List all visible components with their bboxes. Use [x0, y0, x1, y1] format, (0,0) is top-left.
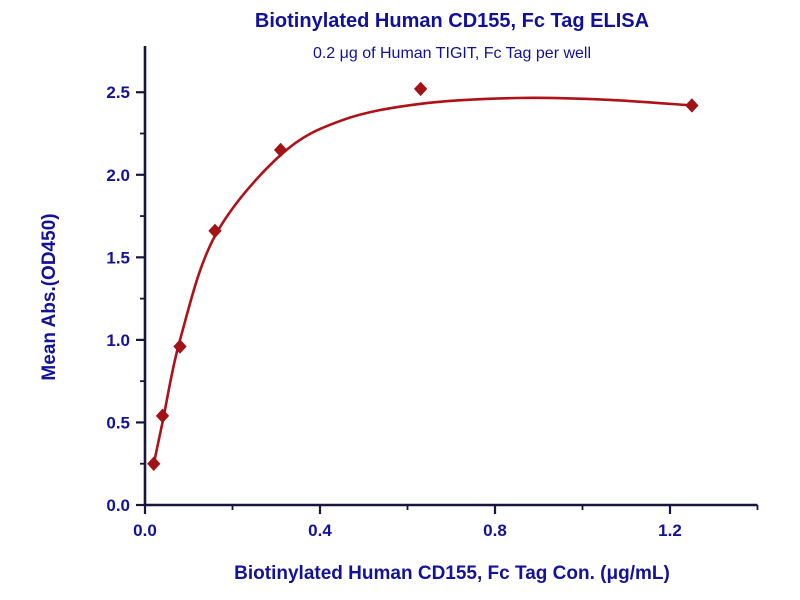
y-axis-label: Mean Abs.(OD450): [39, 213, 60, 380]
data-point-marker: [173, 339, 187, 354]
data-point-marker: [685, 98, 699, 113]
fit-curve: [152, 96, 694, 465]
tick-labels: 0.0 0.4 0.8 1.2 0.0 0.5 1.0 1.5 2.0 2.5: [106, 83, 681, 540]
y-tick-label: 0.0: [106, 496, 130, 515]
x-tick-label: 0.4: [308, 521, 332, 540]
y-tick-label: 2.5: [106, 83, 130, 102]
y-tick-label: 2.0: [106, 166, 130, 185]
fit-curve-path: [152, 96, 694, 465]
data-point-marker: [155, 408, 170, 424]
chart-subtitle: 0.2 μg of Human TIGIT, Fc Tag per well: [313, 45, 591, 62]
x-tick-label: 1.2: [658, 521, 682, 540]
data-points: [147, 81, 699, 471]
axes: [143, 46, 758, 507]
data-point-marker: [273, 142, 288, 158]
x-tick-label: 0.0: [133, 521, 157, 540]
data-point-marker: [208, 223, 222, 239]
y-tick-label: 1.0: [106, 331, 130, 350]
data-point-marker: [147, 456, 161, 471]
y-tick-label: 0.5: [106, 413, 130, 432]
tick-marks: [136, 91, 759, 514]
x-tick-label: 0.8: [483, 521, 507, 540]
chart-title: Biotinylated Human CD155, Fc Tag ELISA: [255, 10, 649, 32]
data-point-marker: [413, 81, 428, 97]
y-tick-label: 1.5: [106, 248, 130, 267]
x-axis-label: Biotinylated Human CD155, Fc Tag Con. (μ…: [234, 563, 670, 584]
